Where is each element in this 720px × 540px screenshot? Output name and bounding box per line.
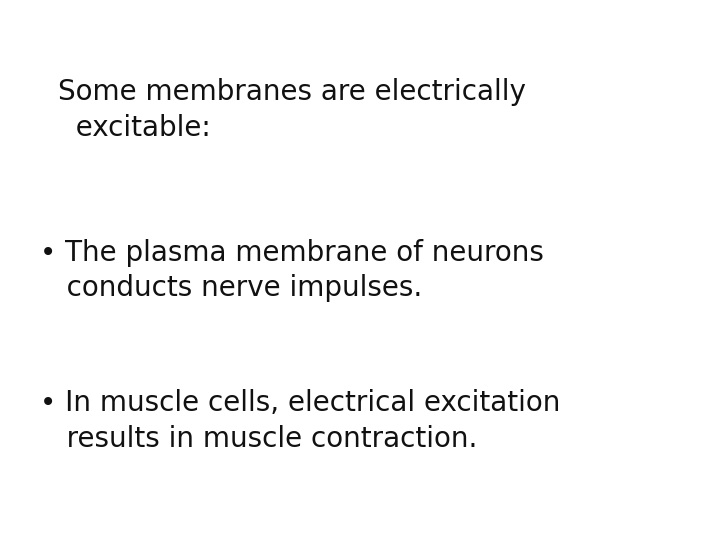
Text: • In muscle cells, electrical excitation
   results in muscle contraction.: • In muscle cells, electrical excitation… [40,389,560,453]
Text: 6.6 What Are Some Other Functions of Membranes?: 6.6 What Are Some Other Functions of Mem… [7,12,460,30]
Text: • The plasma membrane of neurons
   conducts nerve impulses.: • The plasma membrane of neurons conduct… [40,239,544,302]
Text: Some membranes are electrically
  excitable:: Some membranes are electrically excitabl… [58,78,526,142]
